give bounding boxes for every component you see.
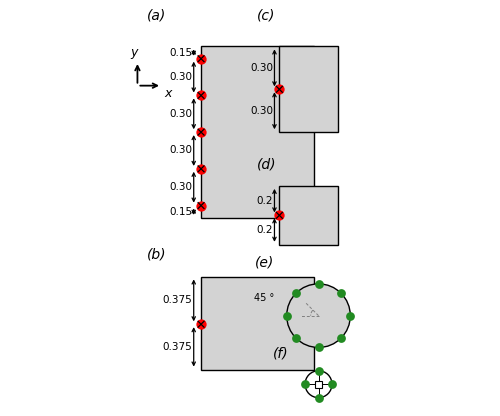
Bar [201, 47, 314, 218]
Bar [280, 47, 338, 132]
Point [328, 381, 336, 388]
Text: x: x [164, 87, 172, 100]
Text: 0.30: 0.30 [170, 109, 192, 119]
Text: 0.375: 0.375 [162, 342, 192, 352]
Text: 0.15: 0.15 [170, 47, 192, 57]
Text: (a): (a) [147, 8, 167, 22]
Point [337, 335, 345, 342]
Circle shape [286, 284, 350, 347]
Bar [280, 186, 338, 245]
Point [314, 280, 322, 287]
Text: (c): (c) [258, 8, 276, 22]
Point [282, 312, 290, 319]
Text: (b): (b) [147, 248, 167, 262]
Circle shape [305, 371, 332, 398]
Point [276, 212, 283, 219]
Text: (d): (d) [258, 157, 277, 171]
Point [337, 290, 345, 297]
Point [197, 129, 205, 136]
Point [197, 92, 205, 99]
Bar [201, 277, 314, 369]
Point [197, 202, 205, 209]
Point [314, 344, 322, 351]
Text: 45 °: 45 ° [254, 293, 274, 303]
Point [197, 166, 205, 172]
Text: 0.30: 0.30 [170, 72, 192, 82]
Text: (e): (e) [255, 255, 274, 269]
Text: 0.375: 0.375 [162, 295, 192, 305]
Point [276, 86, 283, 93]
Point [292, 335, 300, 342]
Point [314, 367, 322, 374]
Text: 0.30: 0.30 [170, 182, 192, 192]
Point [292, 290, 300, 297]
Text: 0.30: 0.30 [170, 146, 192, 156]
Point [197, 321, 205, 327]
Text: (f): (f) [273, 347, 289, 361]
Point [301, 381, 309, 388]
Bar [315, 381, 322, 388]
Point [346, 312, 354, 319]
Text: 0.15: 0.15 [170, 207, 192, 217]
Text: y: y [131, 46, 138, 59]
Text: 0.30: 0.30 [250, 106, 273, 116]
Text: 0.2: 0.2 [256, 196, 273, 206]
Point [197, 55, 205, 62]
Text: 0.30: 0.30 [250, 63, 273, 73]
Point [314, 394, 322, 401]
Text: 0.2: 0.2 [256, 225, 273, 235]
